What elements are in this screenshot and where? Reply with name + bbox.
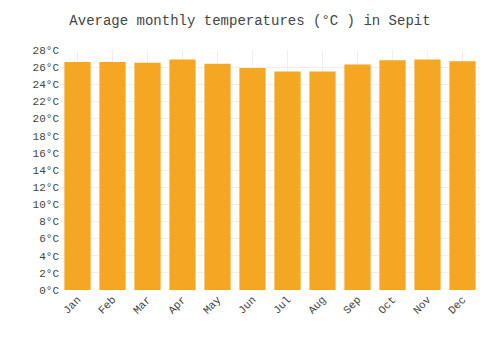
svg-text:Feb: Feb [96, 294, 118, 316]
svg-text:May: May [201, 294, 224, 317]
svg-text:28°C: 28°C [33, 45, 60, 57]
svg-text:14°C: 14°C [33, 165, 60, 177]
svg-text:16°C: 16°C [33, 148, 60, 160]
svg-text:Nov: Nov [411, 294, 434, 317]
svg-text:Jun: Jun [236, 294, 258, 316]
svg-text:Average monthly temperatures (: Average monthly temperatures (°C ) in Se… [69, 13, 430, 29]
svg-text:18°C: 18°C [33, 131, 60, 143]
svg-text:Mar: Mar [131, 294, 153, 316]
svg-text:8°C: 8°C [39, 216, 59, 228]
svg-text:Dec: Dec [446, 294, 468, 316]
svg-text:4°C: 4°C [39, 251, 59, 263]
svg-text:22°C: 22°C [33, 96, 60, 108]
svg-text:Sep: Sep [341, 294, 363, 316]
svg-text:2°C: 2°C [39, 268, 59, 280]
svg-text:20°C: 20°C [33, 113, 60, 125]
svg-text:Aug: Aug [306, 294, 328, 316]
svg-text:Jul: Jul [271, 294, 293, 316]
svg-text:Oct: Oct [376, 294, 398, 316]
svg-text:6°C: 6°C [39, 233, 59, 245]
svg-text:10°C: 10°C [33, 199, 60, 211]
svg-text:Jan: Jan [61, 294, 83, 316]
svg-text:12°C: 12°C [33, 182, 60, 194]
svg-text:24°C: 24°C [33, 79, 60, 91]
svg-text:Apr: Apr [166, 294, 188, 316]
svg-text:0°C: 0°C [39, 285, 59, 297]
svg-text:26°C: 26°C [33, 62, 60, 74]
